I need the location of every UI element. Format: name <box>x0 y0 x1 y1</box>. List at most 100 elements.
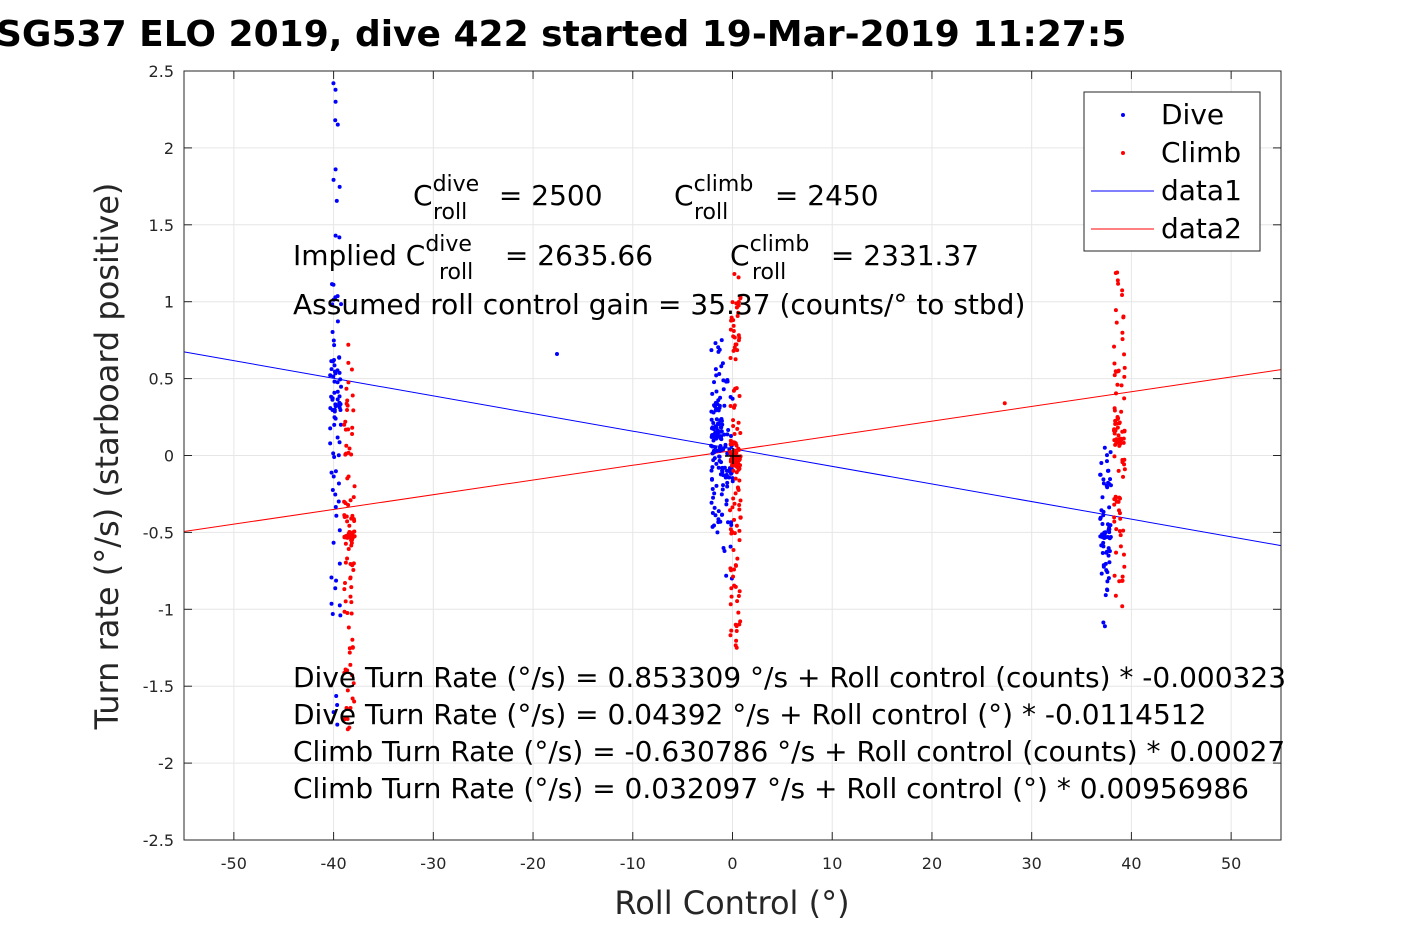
point-Climb-0-54 <box>348 706 353 711</box>
point-Dive-0-84 <box>331 358 336 363</box>
point-Dive-1-40 <box>711 420 716 425</box>
x-tick-label-3: -20 <box>520 854 546 873</box>
legend-climb-marker <box>1121 151 1125 155</box>
point-Dive-1-107 <box>713 445 718 450</box>
point-Climb-2-87 <box>1117 421 1122 426</box>
point-Climb-0-41 <box>343 427 348 432</box>
point-Climb-1-149 <box>735 313 740 318</box>
point-Climb-0-19 <box>346 474 351 479</box>
point-Climb-2-40 <box>1120 337 1125 342</box>
point-Climb-1-134 <box>731 548 736 553</box>
point-Climb-2-91 <box>1113 308 1118 313</box>
point-Climb-0-13 <box>345 519 350 524</box>
point-Climb-1-51 <box>732 517 737 522</box>
point-Dive-0-87 <box>337 603 342 608</box>
point-Climb-2-97 <box>1114 439 1119 444</box>
point-Dive-2-16 <box>725 480 730 485</box>
point-Climb-2-41 <box>1120 574 1125 579</box>
point-Dive-0-52 <box>338 613 343 618</box>
point-Dive-3-23 <box>1099 571 1104 576</box>
point-Climb-1-101 <box>730 505 735 510</box>
point-Dive-1-92 <box>715 432 720 437</box>
point-Climb-2-42 <box>1112 515 1117 520</box>
point-Climb-0-9 <box>342 581 347 586</box>
point-Climb-outlier-0 <box>1002 401 1007 406</box>
point-Dive-0-20 <box>330 330 335 335</box>
point-Dive-0-48 <box>333 87 338 92</box>
point-Dive-0-19 <box>333 118 338 123</box>
point-Dive-3-62 <box>1103 593 1108 598</box>
point-Climb-1-88 <box>737 466 742 471</box>
point-Climb-1-32 <box>736 610 741 615</box>
point-Dive-0-44 <box>335 702 340 707</box>
point-Climb-1-124 <box>732 531 737 536</box>
point-Climb-0-109 <box>352 518 357 523</box>
point-Climb-1-131 <box>731 574 736 579</box>
point-Dive-1-32 <box>718 448 723 453</box>
y-tick-label-6: -0.5 <box>143 523 174 542</box>
chart-title: SG537 ELO 2019, dive 422 started 19-Mar-… <box>0 14 1126 55</box>
point-Climb-2-19 <box>1119 409 1124 414</box>
point-Dive-0-58 <box>331 710 336 715</box>
point-Climb-0-72 <box>350 673 355 678</box>
point-Climb-0-24 <box>342 422 347 427</box>
point-Dive-1-15 <box>719 364 724 369</box>
point-Climb-1-109 <box>732 405 737 410</box>
point-Climb-0-106 <box>343 560 348 565</box>
point-Dive-outlier-1 <box>333 99 338 104</box>
point-Dive-2-48 <box>721 473 726 478</box>
point-Dive-0-53 <box>330 612 335 617</box>
annotation-implied-dive: Implied Cdive roll = 2635.66 <box>293 232 653 285</box>
point-Climb-2-65 <box>1116 368 1121 373</box>
point-Dive-3-69 <box>1101 509 1106 514</box>
point-Climb-2-14 <box>1112 344 1117 349</box>
point-Climb-2-86 <box>1113 497 1118 502</box>
point-Dive-3-56 <box>1105 579 1110 584</box>
point-Climb-2-37 <box>1112 502 1117 507</box>
point-Dive-1-103 <box>716 398 721 403</box>
point-Dive-2-39 <box>721 447 726 452</box>
point-Climb-1-89 <box>738 619 743 624</box>
point-Dive-0-79 <box>328 426 333 431</box>
point-Climb-1-112 <box>735 485 740 490</box>
point-Dive-1-73 <box>718 418 723 423</box>
point-Dive-1-96 <box>712 491 717 496</box>
annotation-gain: Assumed roll control gain = 35.37 (count… <box>293 288 1025 321</box>
x-tick-label-10: 50 <box>1221 854 1241 873</box>
point-Climb-0-1 <box>346 342 351 347</box>
x-tick-label-4: -10 <box>620 854 646 873</box>
x-axis-label: Roll Control (°) <box>614 884 849 922</box>
point-Dive-2-6 <box>730 476 735 481</box>
point-Climb-0-39 <box>345 556 350 561</box>
point-Climb-0-25 <box>347 725 352 730</box>
point-Climb-2-44 <box>1115 425 1120 430</box>
point-Climb-0-81 <box>346 380 351 385</box>
point-Climb-2-70 <box>1122 467 1127 472</box>
point-Climb-0-93 <box>342 609 347 614</box>
point-Dive-2-25 <box>725 484 730 489</box>
point-Climb-0-16 <box>347 523 352 528</box>
point-Climb-1-42 <box>734 523 739 528</box>
point-Dive-1-95 <box>711 495 716 500</box>
point-Climb-0-2 <box>346 547 351 552</box>
point-Dive-0-69 <box>332 369 337 374</box>
x-tick-label-6: 10 <box>822 854 842 873</box>
point-Dive-0-63 <box>333 469 338 474</box>
point-Climb-2-88 <box>1115 278 1120 283</box>
point-Climb-0-21 <box>350 432 355 437</box>
point-Climb-2-62 <box>1112 519 1117 524</box>
point-Dive-1-97 <box>710 391 715 396</box>
point-Climb-0-92 <box>344 443 349 448</box>
point-Climb-1-142 <box>729 586 734 591</box>
point-Dive-3-52 <box>1106 480 1111 485</box>
point-Dive-outlier-2 <box>333 167 338 172</box>
point-Climb-2-58 <box>1112 361 1117 366</box>
point-Climb-0-75 <box>345 407 350 412</box>
point-Dive-2-7 <box>721 483 726 488</box>
scatter-points <box>328 81 1127 732</box>
point-Dive-0-31 <box>329 470 334 475</box>
point-Climb-0-105 <box>345 398 350 403</box>
point-Climb-1-9 <box>733 491 738 496</box>
point-Dive-1-83 <box>713 367 718 372</box>
point-Dive-0-32 <box>328 373 333 378</box>
